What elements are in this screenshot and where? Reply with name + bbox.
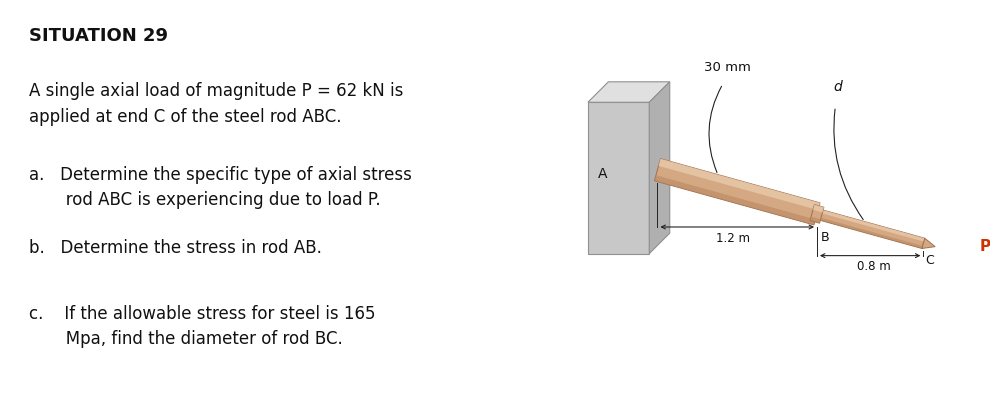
Polygon shape — [810, 217, 821, 223]
Polygon shape — [816, 209, 925, 249]
Text: SITUATION 29: SITUATION 29 — [29, 27, 168, 45]
Polygon shape — [654, 159, 820, 225]
Polygon shape — [588, 102, 649, 254]
Polygon shape — [654, 175, 816, 225]
Polygon shape — [818, 209, 925, 242]
Polygon shape — [922, 238, 936, 249]
Text: C: C — [926, 254, 935, 267]
Polygon shape — [588, 82, 670, 102]
Polygon shape — [813, 204, 824, 212]
Polygon shape — [658, 159, 820, 210]
Text: c.    If the allowable stress for steel is 165
       Mpa, find the diameter of : c. If the allowable stress for steel is … — [29, 305, 375, 348]
Polygon shape — [816, 216, 923, 249]
Text: b.   Determine the stress in rod AB.: b. Determine the stress in rod AB. — [29, 239, 322, 257]
Text: a.   Determine the specific type of axial stress
       rod ABC is experiencing : a. Determine the specific type of axial … — [29, 166, 412, 209]
Text: P: P — [979, 239, 990, 254]
Polygon shape — [649, 82, 670, 254]
Text: A single axial load of magnitude P = 62 kN is
applied at end C of the steel rod : A single axial load of magnitude P = 62 … — [29, 82, 404, 126]
Polygon shape — [810, 204, 824, 223]
Text: B: B — [821, 231, 829, 244]
Text: 0.8 m: 0.8 m — [857, 260, 891, 273]
Text: d: d — [833, 80, 841, 94]
Text: 30 mm: 30 mm — [704, 61, 750, 74]
Text: 1.2 m: 1.2 m — [716, 232, 750, 245]
Text: A: A — [598, 167, 607, 181]
